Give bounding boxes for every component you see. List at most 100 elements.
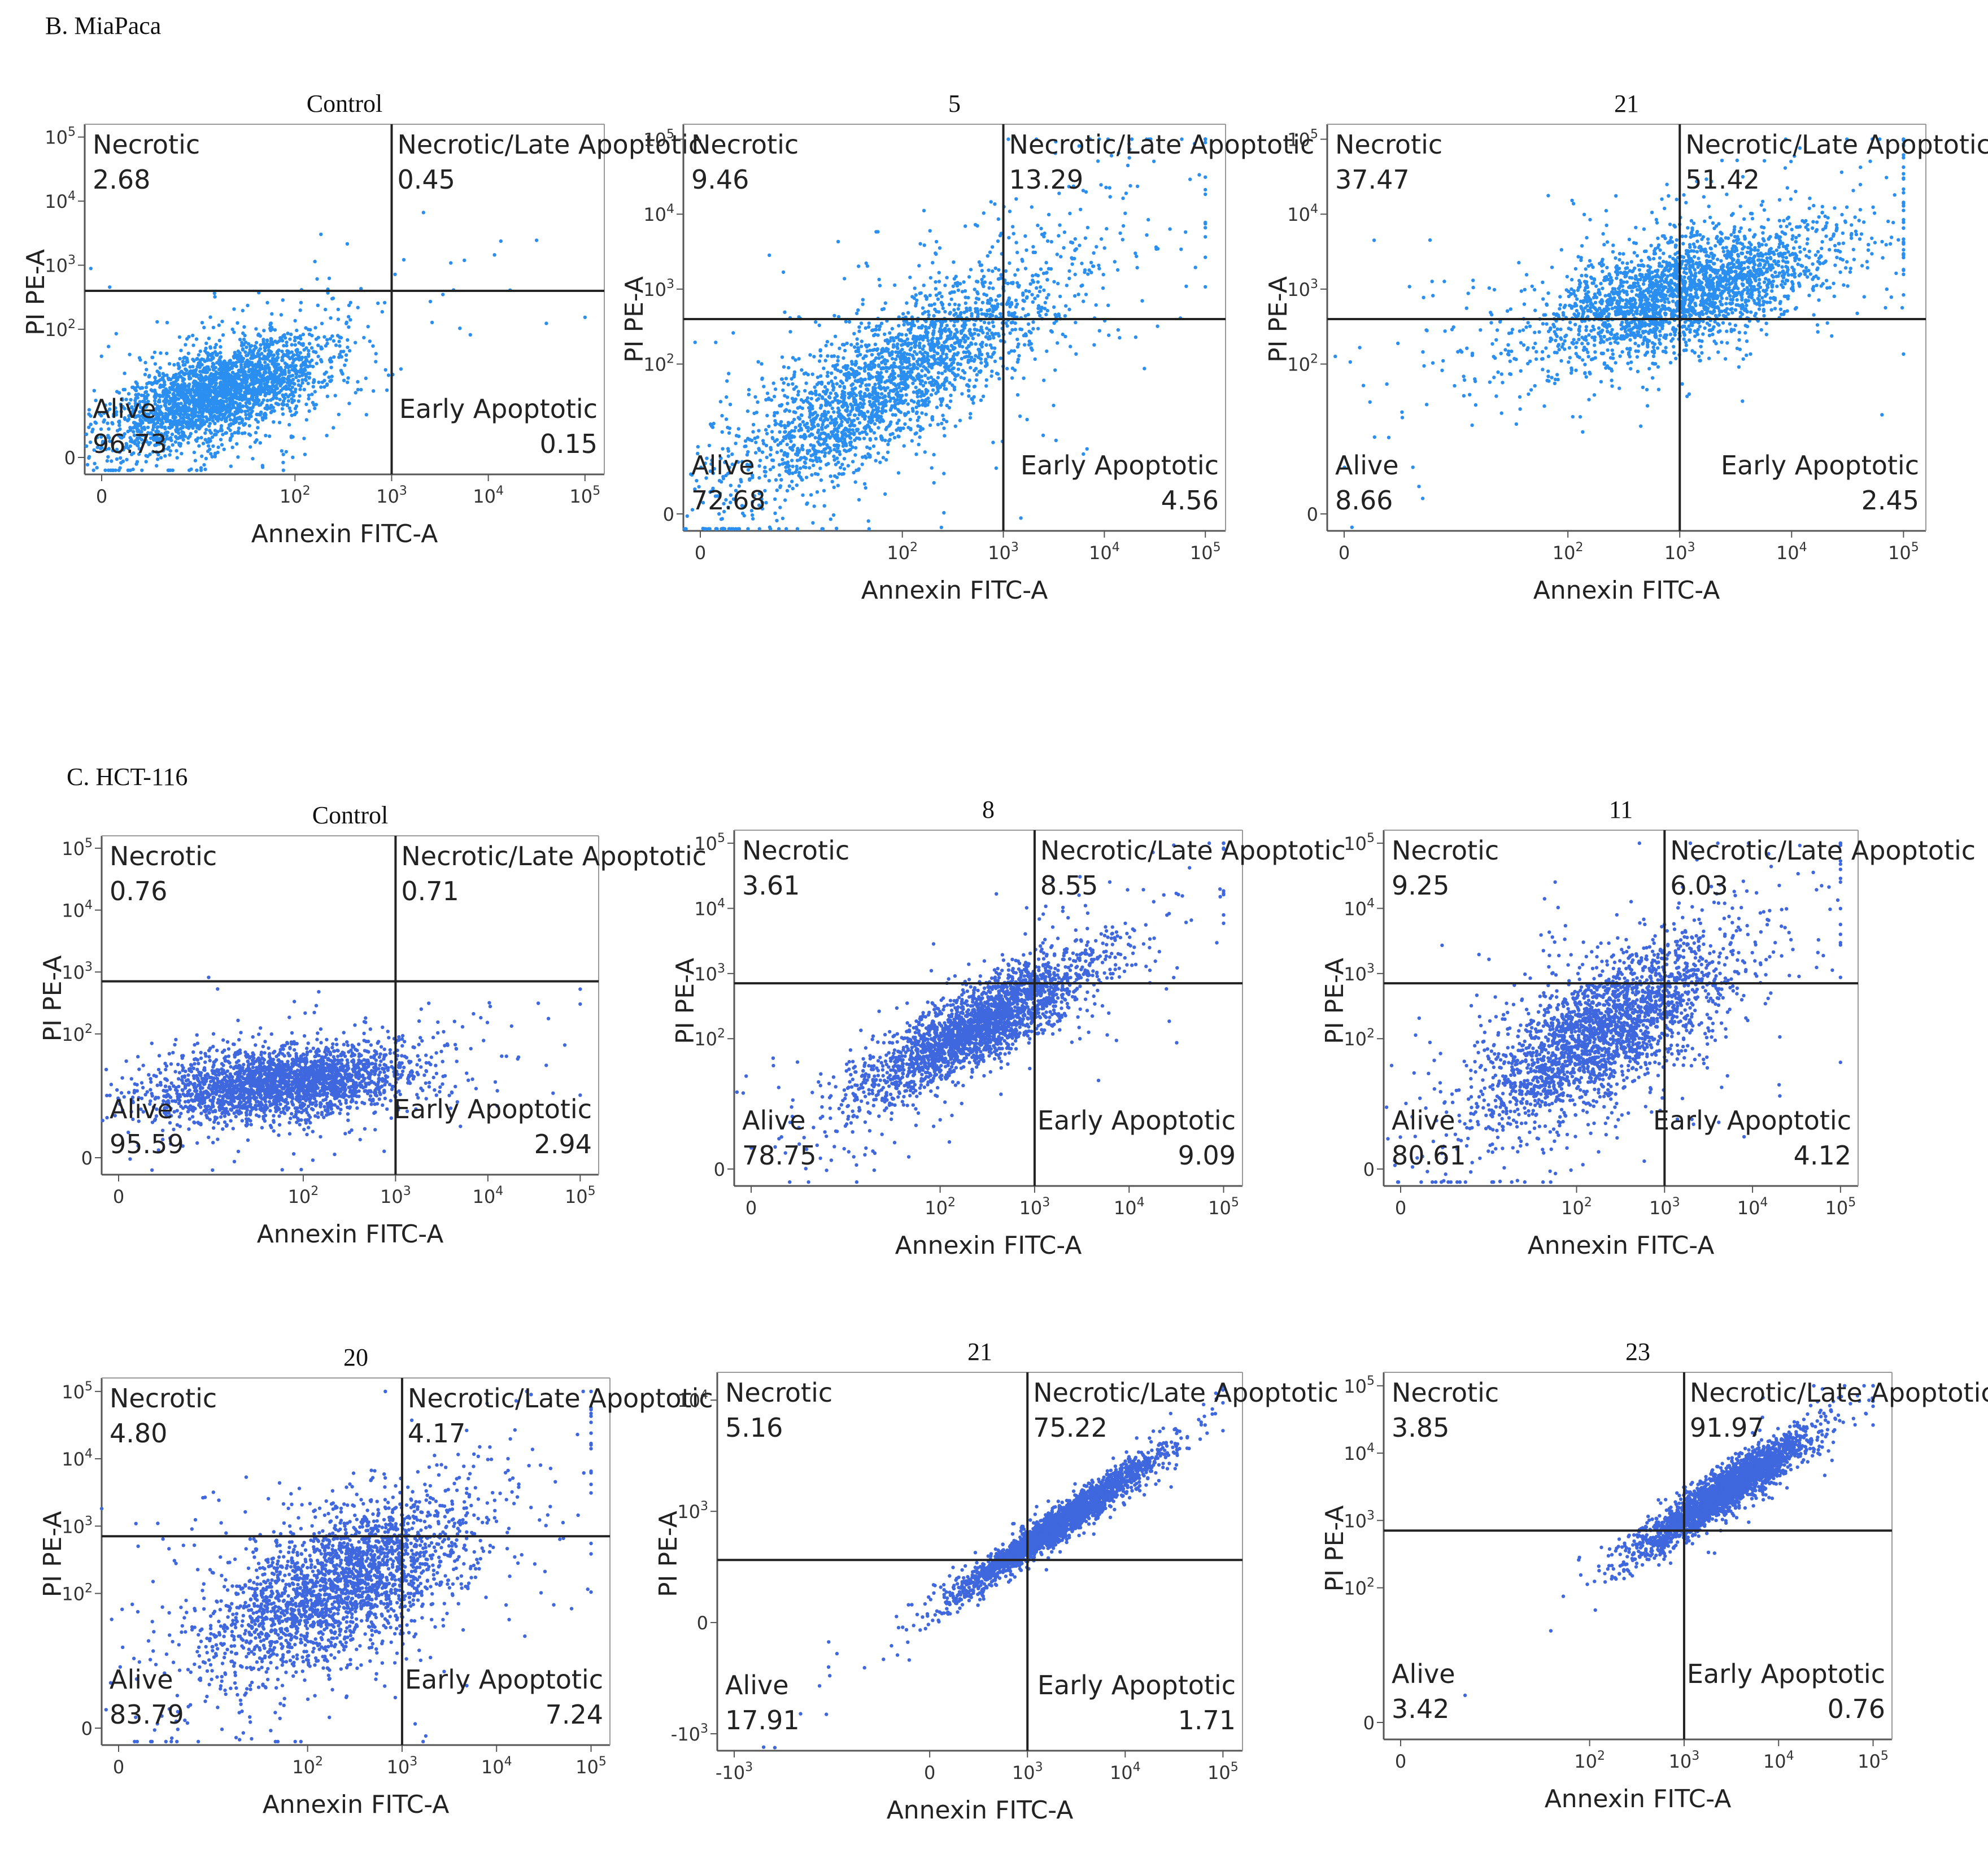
event-dot xyxy=(832,455,836,459)
event-dot xyxy=(348,318,352,322)
event-dot xyxy=(840,343,845,347)
event-dot xyxy=(782,381,786,385)
event-dot xyxy=(703,461,707,465)
event-dot xyxy=(936,371,941,375)
event-dot xyxy=(783,451,787,455)
event-dot xyxy=(879,380,883,384)
event-dot xyxy=(977,260,982,264)
event-dot xyxy=(204,415,208,419)
event-dot xyxy=(1070,241,1075,245)
event-dot xyxy=(155,464,159,468)
event-dot xyxy=(158,366,162,370)
event-dot xyxy=(1034,137,1039,141)
event-dot xyxy=(823,431,827,436)
event-dot xyxy=(979,328,983,332)
event-dot xyxy=(153,362,158,366)
event-dot xyxy=(91,468,95,472)
event-dot xyxy=(851,460,855,464)
event-dot xyxy=(274,367,279,370)
event-dot xyxy=(258,392,262,396)
event-dot xyxy=(239,386,243,390)
event-dot xyxy=(877,409,880,413)
event-dot xyxy=(201,442,206,446)
event-dot xyxy=(799,435,803,439)
event-dot xyxy=(905,337,909,341)
event-dot xyxy=(947,302,952,307)
event-dot xyxy=(918,341,922,345)
event-dot xyxy=(347,303,351,307)
event-dot xyxy=(213,395,217,399)
event-dot xyxy=(725,395,729,399)
event-dot xyxy=(892,372,896,376)
event-dot xyxy=(1204,235,1207,239)
event-dot xyxy=(241,348,245,352)
event-dot xyxy=(835,450,839,453)
event-dot xyxy=(274,359,278,363)
event-dot xyxy=(979,342,983,347)
event-dot xyxy=(214,343,218,347)
event-dot xyxy=(342,378,346,382)
event-dot xyxy=(912,356,916,361)
event-dot xyxy=(956,307,960,311)
event-dot xyxy=(111,448,115,452)
event-dot xyxy=(356,380,360,384)
event-dot xyxy=(960,290,965,294)
event-dot xyxy=(220,399,224,404)
event-dot xyxy=(95,435,99,439)
event-dot xyxy=(837,424,841,428)
event-dot xyxy=(197,361,200,365)
event-dot xyxy=(961,328,965,333)
event-dot xyxy=(729,483,733,487)
event-dot xyxy=(319,232,323,237)
event-dot xyxy=(235,396,239,400)
event-dot xyxy=(259,383,263,388)
event-dot xyxy=(203,438,207,442)
event-dot xyxy=(180,395,184,399)
event-dot xyxy=(852,332,856,335)
event-dot xyxy=(1078,243,1082,247)
event-dot xyxy=(228,376,232,380)
event-dot xyxy=(873,382,877,386)
event-dot xyxy=(208,383,212,387)
event-dot xyxy=(857,467,861,471)
event-dot xyxy=(303,372,307,376)
event-dot xyxy=(307,409,311,413)
event-dot xyxy=(127,407,130,411)
event-dot xyxy=(205,407,210,411)
event-dot xyxy=(144,453,148,458)
event-dot xyxy=(726,505,730,509)
event-dot xyxy=(133,424,137,428)
event-dot xyxy=(896,402,900,405)
event-dot xyxy=(181,384,185,389)
event-dot xyxy=(281,354,286,357)
event-dot xyxy=(1099,237,1104,241)
event-dot xyxy=(883,394,887,399)
event-dot xyxy=(107,427,111,431)
event-dot xyxy=(865,383,869,387)
event-dot xyxy=(218,356,222,360)
event-dot xyxy=(887,394,891,398)
event-dot xyxy=(263,367,267,371)
event-dot xyxy=(1184,284,1188,289)
event-dot xyxy=(223,390,227,394)
event-dot xyxy=(297,383,300,387)
event-dot xyxy=(228,417,233,422)
event-dot xyxy=(171,443,175,447)
event-dot xyxy=(1123,211,1127,215)
event-dot xyxy=(301,333,306,337)
event-dot xyxy=(271,374,275,378)
event-dot xyxy=(290,343,294,347)
event-dot xyxy=(854,393,858,398)
event-dot xyxy=(1044,260,1048,265)
event-dot xyxy=(857,264,861,268)
event-dot xyxy=(150,409,154,413)
event-dot xyxy=(757,429,761,433)
event-dot xyxy=(768,527,773,531)
event-dot xyxy=(804,425,809,429)
event-dot xyxy=(216,372,221,376)
event-dot xyxy=(239,365,243,369)
event-dot xyxy=(867,399,871,404)
event-dot xyxy=(192,379,197,383)
event-dot xyxy=(804,435,808,439)
event-dot xyxy=(830,354,834,359)
